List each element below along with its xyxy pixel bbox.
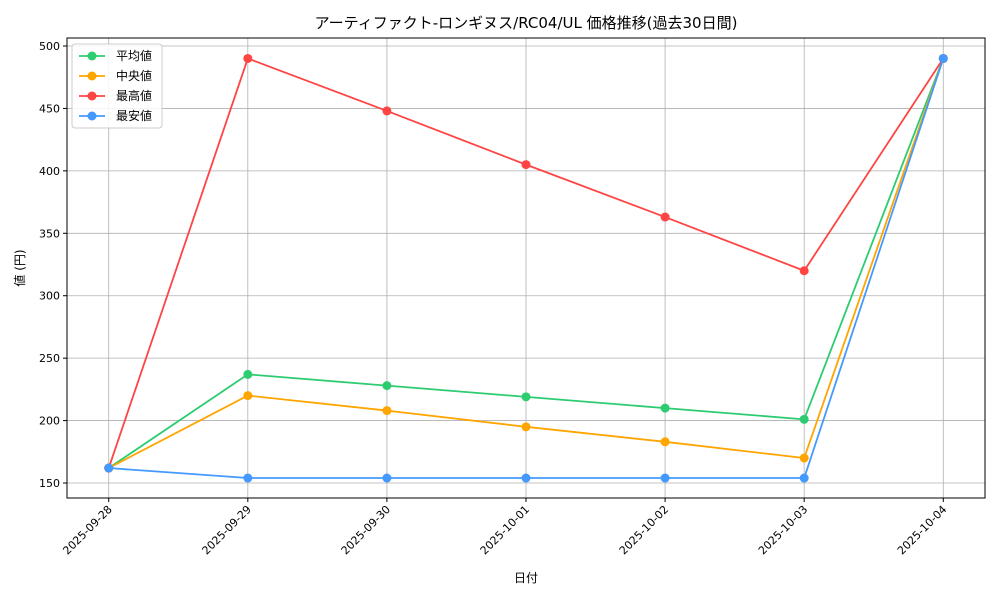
y-tick-label: 500 (39, 40, 60, 53)
data-point (799, 473, 809, 483)
x-tick-label: 2025-10-02 (617, 503, 671, 557)
data-point (938, 53, 948, 63)
y-tick-label: 250 (39, 352, 60, 365)
data-point (799, 414, 809, 424)
series-3 (104, 53, 948, 483)
y-tick-label: 350 (39, 227, 60, 240)
legend-label: 最安値 (116, 108, 152, 123)
legend-marker (87, 111, 97, 121)
data-point (243, 473, 253, 483)
x-tick-label: 2025-09-29 (200, 503, 254, 557)
data-point (799, 266, 809, 276)
chart-title: アーティファクト-ロンギヌス/RC04/UL 価格推移(過去30日間) (315, 14, 738, 32)
x-tick-label: 2025-09-30 (339, 503, 393, 557)
x-tick-label: 2025-10-01 (478, 503, 532, 557)
legend-label: 平均値 (116, 48, 152, 63)
legend-marker (87, 71, 97, 81)
data-point (243, 391, 253, 401)
legend-marker (87, 51, 97, 61)
data-point (521, 392, 531, 402)
y-tick-label: 450 (39, 102, 60, 115)
x-axis-label: 日付 (514, 571, 538, 585)
x-tick-label: 2025-10-04 (895, 503, 949, 557)
data-point (521, 160, 531, 170)
x-tick-label: 2025-10-03 (756, 503, 810, 557)
y-tick-label: 400 (39, 165, 60, 178)
legend-marker (87, 91, 97, 101)
data-point (382, 381, 392, 391)
legend-label: 最高値 (116, 88, 152, 103)
data-point (104, 463, 114, 473)
data-point (243, 53, 253, 63)
data-point (521, 473, 531, 483)
data-point (660, 473, 670, 483)
data-point (382, 406, 392, 416)
data-point (243, 369, 253, 379)
data-point (382, 473, 392, 483)
y-tick-label: 150 (39, 477, 60, 490)
y-axis-label: 値 (円) (12, 249, 27, 286)
legend-label: 中央値 (116, 68, 152, 83)
data-point (521, 422, 531, 432)
y-tick-label: 300 (39, 290, 60, 303)
data-point (660, 437, 670, 447)
data-point (660, 403, 670, 413)
y-tick-label: 200 (39, 415, 60, 428)
data-point (660, 212, 670, 222)
data-point (382, 106, 392, 116)
legend-box (71, 43, 163, 129)
x-tick-label: 2025-09-28 (60, 503, 114, 557)
data-point (799, 453, 809, 463)
series-2 (104, 53, 948, 473)
